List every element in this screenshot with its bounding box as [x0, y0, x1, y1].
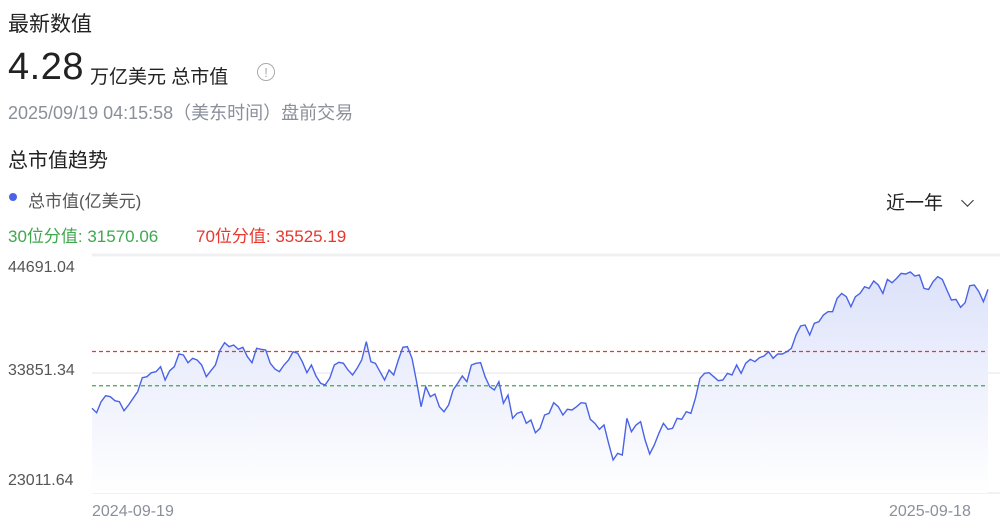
info-circle-icon[interactable]: !	[257, 63, 275, 81]
x-tick-label: 2025-09-18	[889, 503, 971, 520]
latest-value-label: 最新数值	[8, 13, 92, 36]
y-tick-label: 44691.04	[8, 259, 75, 276]
legend-dot-icon	[9, 193, 17, 201]
series-area	[92, 272, 988, 493]
y-tick-label: 23011.64	[8, 472, 74, 489]
range-dropdown[interactable]: 近一年	[886, 188, 974, 215]
range-dropdown-value: 近一年	[886, 193, 944, 214]
market-cap-chart	[91, 253, 1000, 494]
trend-title: 总市值趋势	[8, 150, 108, 172]
percentile-70-label: 70位分值: 35525.19	[196, 227, 347, 246]
x-tick-label: 2024-09-19	[92, 503, 174, 520]
percentile-30-label: 30位分值: 31570.06	[8, 227, 159, 246]
legend-label: 总市值(亿美元)	[28, 192, 142, 211]
y-tick-label: 33851.34	[8, 362, 75, 379]
market-cap-value: 4.28	[8, 46, 84, 88]
market-cap-unit: 万亿美元 总市值	[90, 67, 229, 88]
series-line	[91, 271, 989, 462]
chevron-down-icon	[961, 194, 974, 207]
timestamp: 2025/09/19 04:15:58（美东时间）盘前交易	[8, 103, 354, 123]
